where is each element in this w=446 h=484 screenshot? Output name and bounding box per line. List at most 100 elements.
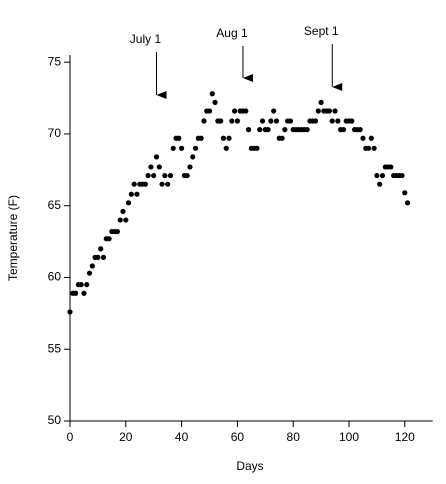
y-tick-label: 70 [48, 126, 62, 140]
point [404, 200, 411, 206]
point [176, 135, 182, 141]
point [257, 127, 263, 133]
point [399, 172, 405, 179]
y-tick-label: 75 [48, 54, 62, 68]
x-tick-label: 100 [339, 430, 359, 444]
point [84, 282, 90, 288]
point [312, 118, 319, 124]
point [95, 254, 101, 260]
point [148, 164, 154, 170]
point [67, 309, 73, 315]
point [86, 270, 93, 276]
point [234, 118, 240, 124]
point [371, 145, 377, 151]
point [114, 228, 121, 235]
point [332, 108, 338, 114]
point [318, 99, 324, 105]
point [198, 135, 204, 141]
point [243, 108, 249, 114]
point [134, 191, 140, 197]
point [165, 181, 171, 187]
point [357, 127, 363, 133]
point [128, 191, 134, 197]
y-tick-label: 65 [48, 198, 62, 212]
point [123, 217, 129, 223]
point [120, 208, 126, 215]
x-axis-label: Days [236, 459, 263, 473]
point [254, 145, 260, 151]
point [218, 118, 224, 124]
x-tick-label: 80 [287, 430, 301, 444]
y-axis-label: Temperature (F) [6, 195, 20, 281]
point [81, 290, 87, 296]
point [98, 246, 104, 252]
point [287, 118, 294, 124]
point [153, 154, 160, 160]
point [349, 118, 355, 124]
point [229, 118, 235, 124]
point [315, 108, 321, 114]
point [142, 181, 148, 187]
point [340, 127, 347, 133]
point [271, 108, 277, 114]
x-tick-label: 20 [119, 430, 133, 444]
point [162, 172, 168, 179]
x-tick-label: 40 [175, 430, 189, 444]
point [279, 135, 285, 141]
point [125, 200, 132, 206]
point [368, 135, 374, 141]
point [220, 135, 227, 141]
point [184, 172, 190, 179]
point [365, 145, 372, 151]
point [226, 135, 232, 141]
annotation-label: Aug 1 [216, 26, 248, 40]
point [72, 290, 79, 296]
point [201, 118, 207, 124]
point [304, 127, 310, 133]
point [89, 263, 95, 269]
point [329, 118, 335, 124]
point [206, 108, 213, 114]
point [379, 172, 386, 179]
point [170, 145, 176, 151]
point [117, 217, 123, 223]
point [209, 91, 215, 97]
point [78, 282, 84, 288]
annotation-label: Sept 1 [304, 24, 339, 38]
point [145, 172, 151, 179]
point [192, 145, 199, 151]
point [335, 118, 341, 124]
point [179, 145, 185, 151]
x-tick-label: 60 [231, 430, 245, 444]
y-tick-label: 55 [48, 341, 62, 355]
point [273, 118, 280, 124]
point [388, 164, 394, 170]
point [232, 108, 238, 114]
x-tick-label: 120 [395, 430, 415, 444]
point [402, 190, 408, 196]
x-tick-label: 0 [67, 430, 74, 444]
point [265, 127, 271, 133]
point [106, 236, 112, 242]
point [151, 172, 157, 179]
point [374, 172, 380, 179]
point [223, 145, 229, 151]
point [190, 154, 196, 160]
point [259, 118, 266, 124]
point [167, 172, 174, 179]
y-tick-label: 60 [48, 270, 62, 284]
point [156, 164, 162, 170]
point [268, 118, 274, 124]
y-tick-label: 50 [48, 413, 62, 427]
point [159, 181, 165, 187]
point [187, 164, 193, 170]
point [282, 127, 288, 133]
point [377, 181, 383, 187]
point [245, 127, 252, 133]
point [212, 99, 218, 105]
point [131, 181, 137, 187]
point [326, 108, 333, 114]
point [100, 254, 107, 260]
